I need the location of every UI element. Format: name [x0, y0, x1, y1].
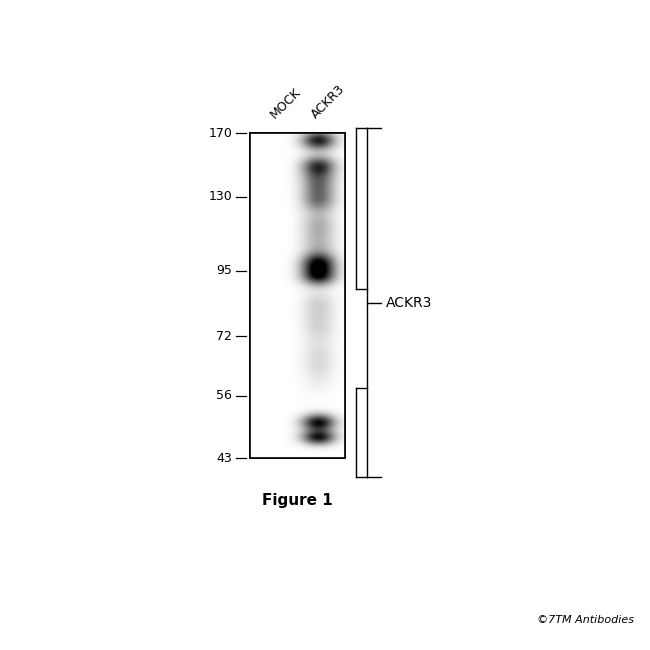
- Text: 72: 72: [216, 330, 232, 343]
- Text: 56: 56: [216, 389, 232, 402]
- Text: 130: 130: [208, 190, 232, 203]
- Text: 43: 43: [216, 452, 232, 465]
- Text: ©7TM Antibodies: ©7TM Antibodies: [537, 616, 634, 625]
- Text: 170: 170: [208, 127, 232, 140]
- Text: ACKR3: ACKR3: [309, 83, 348, 122]
- Text: 95: 95: [216, 265, 232, 278]
- Text: Figure 1: Figure 1: [262, 493, 333, 508]
- Bar: [250, 133, 344, 458]
- Text: ACKR3: ACKR3: [386, 296, 432, 309]
- Text: MOCK: MOCK: [267, 86, 303, 122]
- Bar: [250, 133, 344, 458]
